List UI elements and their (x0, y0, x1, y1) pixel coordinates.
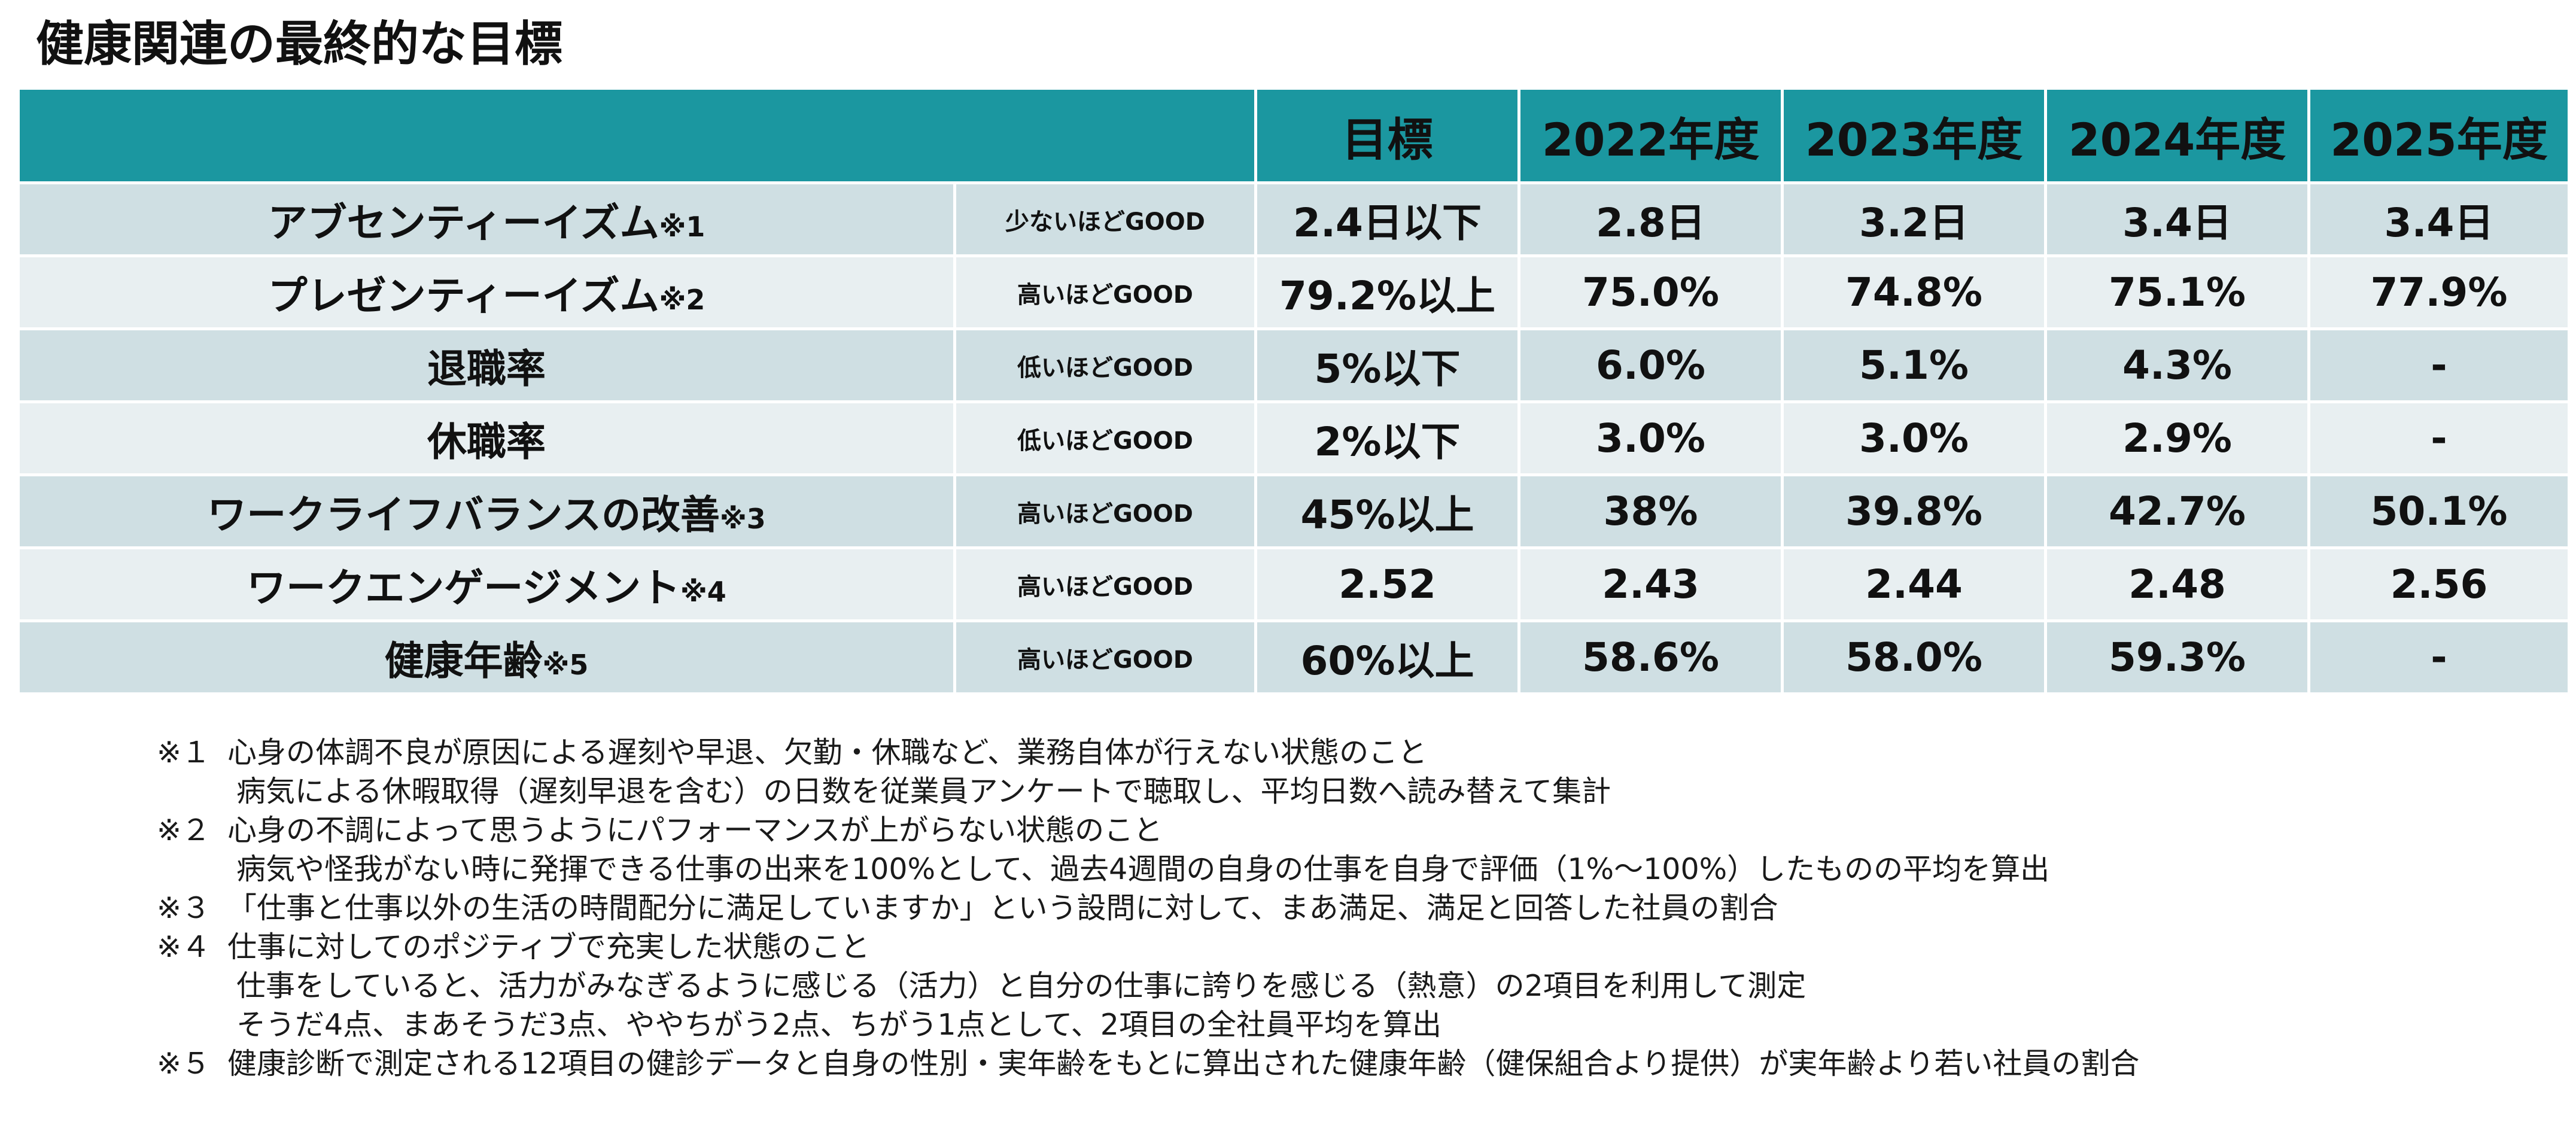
footnote-text: 「仕事と仕事以外の生活の時間配分に満足していますか」という設問に対して、まあ満足… (227, 891, 1778, 925)
footnote-3: ※３ 「仕事と仕事以外の生活の時間配分に満足していますか」という設問に対して、まあ… (157, 889, 2538, 928)
metric-direction: 低いほどGOOD (953, 400, 1257, 476)
value-2023: 39.8% (1781, 473, 2047, 549)
target-cell: 2%以下 (1254, 400, 1520, 476)
table-row: アブセンティーイズム※1 少ないほどGOOD 2.4日以下 2.8日 3.2日 … (17, 181, 2571, 257)
metric-direction: 低いほどGOOD (953, 327, 1257, 403)
target-cell: 5%以下 (1254, 327, 1520, 403)
value-2022: 6.0% (1517, 327, 1784, 403)
metric-name: 退職率 (17, 327, 956, 403)
footnote-text: 心身の不調によって思うようにパフォーマンスが上がらない状態のこと (227, 813, 1163, 847)
metric-direction: 高いほどGOOD (953, 546, 1257, 622)
value-2022: 75.0% (1517, 254, 1784, 330)
metric-name: プレゼンティーイズム※2 (17, 254, 956, 330)
footnote-mark: ※3 (719, 502, 766, 535)
value-2022: 2.8日 (1517, 181, 1784, 257)
metric-label: 健康年齢 (384, 637, 543, 684)
value-2024: 2.9% (2044, 400, 2310, 476)
metric-label: プレゼンティーイズム (267, 272, 659, 319)
metric-name: アブセンティーイズム※1 (17, 181, 956, 257)
value-2023: 3.2日 (1781, 181, 2047, 257)
metric-direction: 少ないほどGOOD (953, 181, 1257, 257)
page-title: 健康関連の最終的な目標 (36, 16, 562, 72)
footnote-4: ※４ 仕事に対してのポジティブで充実した状態のこと (157, 928, 2538, 966)
footnote-mark: ※１ (157, 735, 211, 770)
footnote-mark: ※５ (157, 1047, 211, 1081)
value-2023: 74.8% (1781, 254, 2047, 330)
footnote-mark: ※1 (659, 210, 705, 243)
value-2025: - (2307, 619, 2571, 695)
value-2023: 5.1% (1781, 327, 2047, 403)
metric-direction: 高いほどGOOD (953, 254, 1257, 330)
header-blank (17, 87, 1257, 184)
value-2022: 58.6% (1517, 619, 1784, 695)
header-2024: 2024年度 (2044, 87, 2310, 184)
metric-name: ワークライフバランスの改善※3 (17, 473, 956, 549)
footnote-text: 健康診断で測定される12項目の健診データと自身の性別・実年齢をもとに算出された健… (227, 1047, 2140, 1081)
table-header-row: 目標 2022年度 2023年度 2024年度 2025年度 (17, 87, 2571, 184)
metric-label: アブセンティーイズム (267, 199, 659, 246)
footnote-4-detail-1: 仕事をしていると、活力がみなぎるように感じる（活力）と自分の仕事に誇りを感じる（… (236, 969, 1806, 1003)
metric-label: 休職率 (427, 418, 546, 465)
footnote-mark: ※４ (157, 930, 211, 964)
table-row: プレゼンティーイズム※2 高いほどGOOD 79.2%以上 75.0% 74.8… (17, 254, 2571, 330)
value-2022: 2.43 (1517, 546, 1784, 622)
header-2022: 2022年度 (1517, 87, 1784, 184)
metric-direction: 高いほどGOOD (953, 473, 1257, 549)
footnote-mark: ※5 (542, 648, 589, 681)
footnote-1-detail: 病気による休暇取得（遅刻早退を含む）の日数を従業員アンケートで聴取し、平均日数へ… (236, 774, 1611, 808)
header-target: 目標 (1254, 87, 1520, 184)
footnote-text: 心身の体調不良が原因による遅刻や早退、欠勤・休職など、業務自体が行えない状態のこ… (227, 735, 1428, 770)
metric-direction: 高いほどGOOD (953, 619, 1257, 695)
table-row: 健康年齢※5 高いほどGOOD 60%以上 58.6% 58.0% 59.3% … (17, 619, 2571, 695)
value-2023: 2.44 (1781, 546, 2047, 622)
value-2025: 3.4日 (2307, 181, 2571, 257)
value-2025: - (2307, 400, 2571, 476)
value-2025: 50.1% (2307, 473, 2571, 549)
footnote-mark: ※３ (157, 891, 211, 925)
metric-label: ワークエンゲージメント (247, 564, 680, 611)
value-2024: 75.1% (2044, 254, 2310, 330)
metric-name: 健康年齢※5 (17, 619, 956, 695)
target-cell: 45%以上 (1254, 473, 1520, 549)
footnote-2-detail: 病気や怪我がない時に発揮できる仕事の出来を100%として、過去4週間の自身の仕事… (236, 852, 2050, 886)
value-2024: 4.3% (2044, 327, 2310, 403)
value-2022: 3.0% (1517, 400, 1784, 476)
table-row: 退職率 低いほどGOOD 5%以下 6.0% 5.1% 4.3% - (17, 327, 2571, 403)
header-2023: 2023年度 (1781, 87, 2047, 184)
footnote-1: ※１ 心身の体調不良が原因による遅刻や早退、欠勤・休職など、業務自体が行えない状態… (157, 733, 2538, 772)
footnotes: ※１ 心身の体調不良が原因による遅刻や早退、欠勤・休職など、業務自体が行えない状態… (157, 733, 2538, 1083)
value-2023: 3.0% (1781, 400, 2047, 476)
table-row: ワークライフバランスの改善※3 高いほどGOOD 45%以上 38% 39.8%… (17, 473, 2571, 549)
metric-name: ワークエンゲージメント※4 (17, 546, 956, 622)
value-2025: - (2307, 327, 2571, 403)
table-row: 休職率 低いほどGOOD 2%以下 3.0% 3.0% 2.9% - (17, 400, 2571, 476)
value-2024: 3.4日 (2044, 181, 2310, 257)
metric-label: 退職率 (427, 345, 546, 392)
header-2025: 2025年度 (2307, 87, 2571, 184)
target-cell: 79.2%以上 (1254, 254, 1520, 330)
table-row: ワークエンゲージメント※4 高いほどGOOD 2.52 2.43 2.44 2.… (17, 546, 2571, 622)
footnote-mark: ※2 (659, 283, 705, 316)
value-2024: 59.3% (2044, 619, 2310, 695)
target-cell: 2.4日以下 (1254, 181, 1520, 257)
footnote-mark: ※２ (157, 813, 211, 847)
value-2024: 42.7% (2044, 473, 2310, 549)
footnote-4-detail-2: そうだ4点、まあそうだ3点、ややちがう2点、ちがう1点として、2項目の全社員平均… (236, 1008, 1441, 1042)
value-2024: 2.48 (2044, 546, 2310, 622)
value-2022: 38% (1517, 473, 1784, 549)
target-cell: 2.52 (1254, 546, 1520, 622)
footnote-2: ※２ 心身の不調によって思うようにパフォーマンスが上がらない状態のこと (157, 811, 2538, 850)
value-2023: 58.0% (1781, 619, 2047, 695)
metric-name: 休職率 (17, 400, 956, 476)
footnote-mark: ※4 (680, 575, 726, 608)
target-cell: 60%以上 (1254, 619, 1520, 695)
value-2025: 2.56 (2307, 546, 2571, 622)
value-2025: 77.9% (2307, 254, 2571, 330)
footnote-text: 仕事に対してのポジティブで充実した状態のこと (227, 930, 870, 964)
health-goals-table: 目標 2022年度 2023年度 2024年度 2025年度 アブセンティーイズ… (17, 87, 2571, 695)
footnote-5: ※５ 健康診断で測定される12項目の健診データと自身の性別・実年齢をもとに算出され… (157, 1044, 2538, 1083)
metric-label: ワークライフバランスの改善 (207, 491, 720, 538)
